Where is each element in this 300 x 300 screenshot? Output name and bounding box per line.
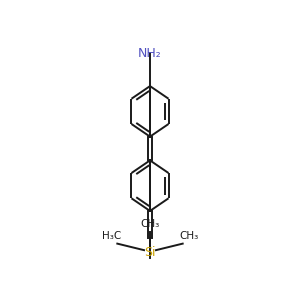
Text: Si: Si bbox=[144, 246, 156, 259]
Text: CH₃: CH₃ bbox=[140, 219, 160, 229]
Text: CH₃: CH₃ bbox=[179, 231, 198, 241]
Text: NH₂: NH₂ bbox=[138, 47, 162, 61]
Text: H₃C: H₃C bbox=[102, 231, 121, 241]
